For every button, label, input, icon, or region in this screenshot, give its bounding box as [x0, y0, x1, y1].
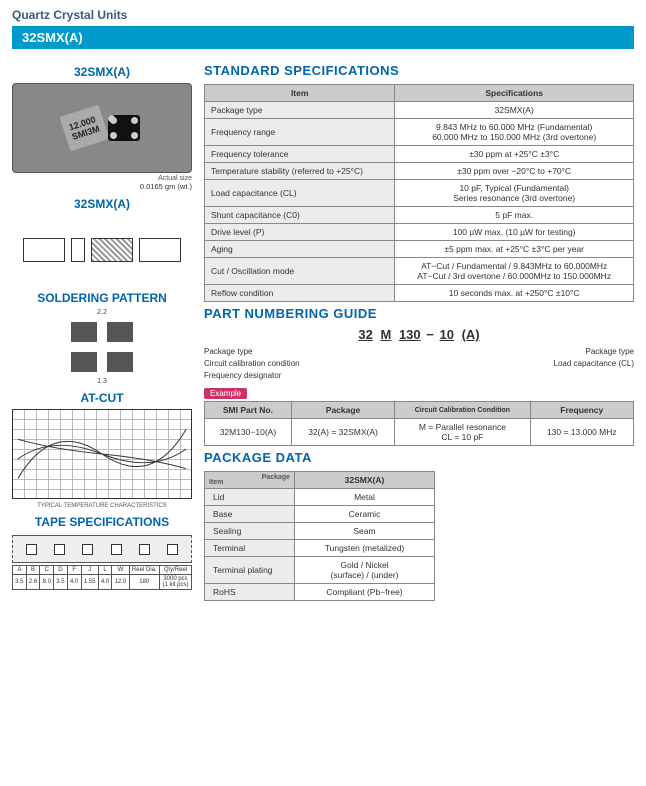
atcut-header: AT-CUT [12, 391, 192, 405]
table-row: Sealing [205, 523, 295, 540]
table-row: Aging [205, 241, 395, 258]
product-photo: 12.000 SMI3M [12, 83, 192, 173]
table-row: Package type [205, 102, 395, 119]
table-row: Frequency tolerance [205, 146, 395, 163]
table-row: Lid [205, 489, 295, 506]
at-cut-chart [12, 409, 192, 499]
table-row: Reflow condition [205, 285, 395, 302]
model-title-bar: 32SMX(A) [12, 26, 634, 49]
table-row: Cut / Oscillation mode [205, 258, 395, 285]
chart-caption: TYPICAL TEMPERATURE CHARACTERISTICS [12, 503, 192, 509]
table-row: Terminal plating [205, 557, 295, 584]
example-badge: Example [204, 388, 247, 399]
table-row: Drive level (P) [205, 224, 395, 241]
spec-col-item: Item [205, 85, 395, 102]
soldering-header: SOLDERING PATTERN [12, 291, 192, 305]
category-label: Quartz Crystal Units [12, 8, 634, 22]
weight-label: 0.0165 gm (wt.) [12, 182, 192, 191]
dims-label: 32SMX(A) [12, 197, 192, 211]
table-row: Shunt capacitance (C0) [205, 207, 395, 224]
actual-size-label: Actual size [12, 175, 192, 182]
package-table: Item Package 32SMX(A) LidMetalBaseCerami… [204, 471, 435, 601]
spec-header: STANDARD SPECIFICATIONS [204, 63, 634, 78]
pnum-right-labels: Package type Load capacitance (CL) [554, 346, 635, 382]
pnum-header: PART NUMBERING GUIDE [204, 306, 634, 321]
tape-header: TAPE SPECIFICATIONS [12, 515, 192, 529]
left-column: 32SMX(A) 12.000 SMI3M Actual size 0.0165… [12, 59, 192, 601]
pnum-left-labels: Package type Circuit calibration conditi… [204, 346, 300, 382]
chip-pads-icon [108, 115, 140, 141]
table-row: Base [205, 506, 295, 523]
chip-marking: 12.000 SMI3M [59, 105, 109, 152]
table-row: Terminal [205, 540, 295, 557]
tape-drawing: ABCDFJLWReel Dia.Qty/Reel 3.52.68.03.54.… [12, 535, 192, 595]
pnum-guide: Package type Circuit calibration conditi… [204, 346, 634, 382]
table-row: RoHS [205, 584, 295, 601]
table-row: Temperature stability (referred to +25°C… [205, 163, 395, 180]
table-row: Frequency range [205, 119, 395, 146]
tape-dim-table: ABCDFJLWReel Dia.Qty/Reel 3.52.68.03.54.… [12, 565, 192, 590]
dimension-drawings [12, 215, 192, 285]
soldering-pattern: 2.2 1.3 [12, 309, 192, 385]
table-row: Load capacitance (CL) [205, 180, 395, 207]
spec-col-spec: Specifications [395, 85, 634, 102]
right-column: STANDARD SPECIFICATIONS Item Specificati… [204, 59, 634, 601]
chip-model-label: 32SMX(A) [12, 65, 192, 79]
example-table: SMI Part No. Package Circuit Calibration… [204, 401, 634, 446]
spec-table: Item Specifications Package type32SMX(A)… [204, 84, 634, 302]
pkg-header: PACKAGE DATA [204, 450, 634, 465]
part-number-string: 32 M 130 − 10 (A) [204, 327, 634, 342]
